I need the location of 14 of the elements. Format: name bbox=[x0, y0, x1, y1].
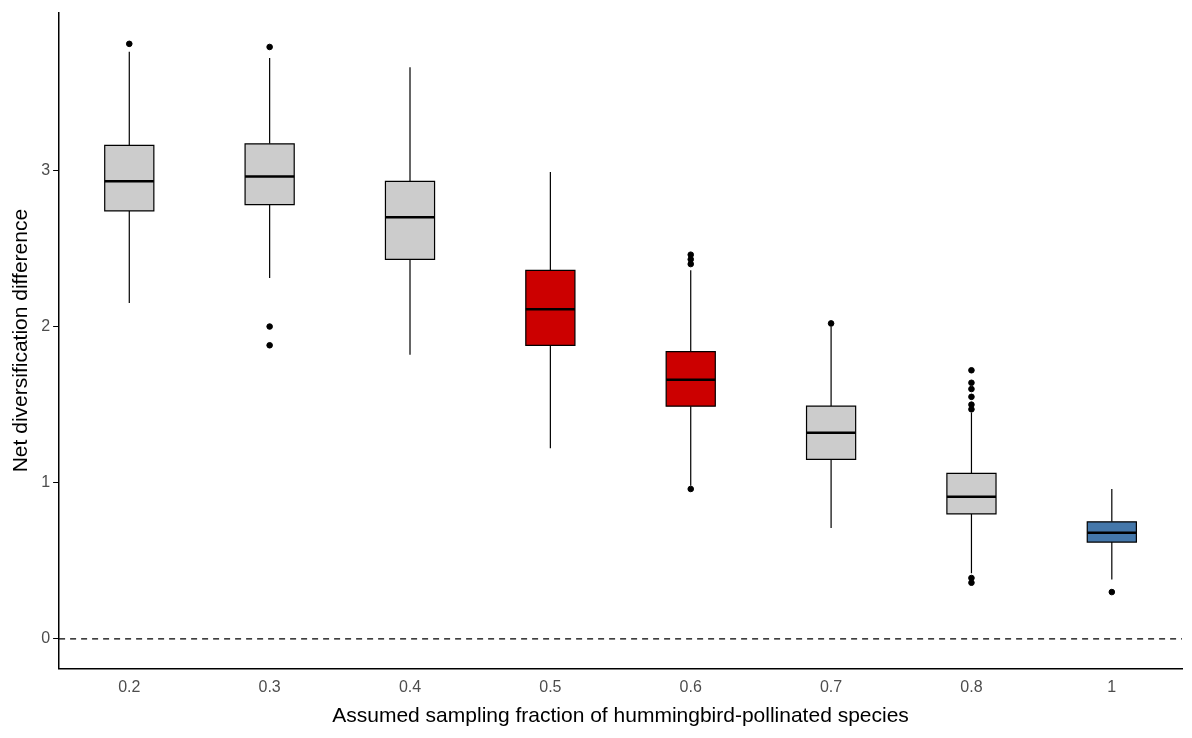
y-tick-label: 1 bbox=[41, 473, 51, 491]
x-tick-label: 0.3 bbox=[258, 677, 281, 695]
x-tick-label: 0.5 bbox=[539, 677, 562, 695]
x-tick-label: 0.7 bbox=[819, 677, 843, 695]
y-tick-label: 2 bbox=[41, 316, 51, 334]
x-tick-label: 0.8 bbox=[960, 677, 983, 695]
y-tick-label: 0 bbox=[41, 629, 51, 647]
y-axis-title: Net diversification difference bbox=[8, 208, 32, 473]
y-tick-label: 3 bbox=[41, 160, 51, 178]
x-tick-label: 0.4 bbox=[398, 677, 422, 695]
x-tick-label: 0.6 bbox=[679, 677, 702, 695]
x-tick-label: 0.2 bbox=[118, 677, 141, 695]
x-tick-label: 1 bbox=[1107, 677, 1117, 695]
x-axis-title: Assumed sampling fraction of hummingbird-pollinated species bbox=[332, 703, 909, 727]
